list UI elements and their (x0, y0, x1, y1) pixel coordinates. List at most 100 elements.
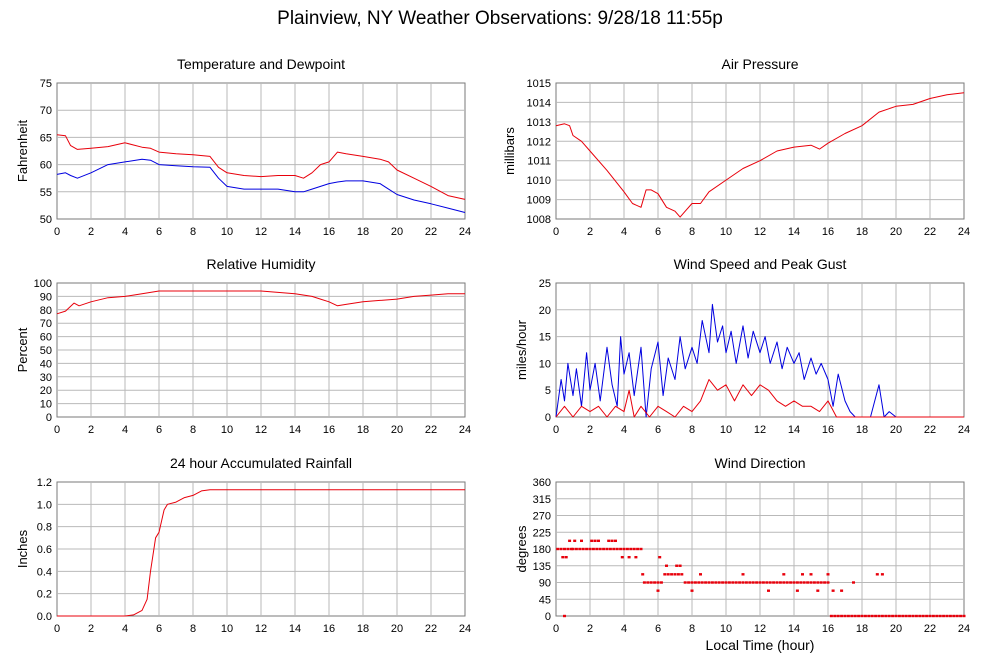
direction-ytick-label: 315 (533, 494, 551, 506)
direction-point (564, 555, 568, 559)
direction-point (816, 581, 820, 584)
direction-point (792, 581, 796, 584)
temp-xtick-label: 14 (289, 226, 301, 238)
humidity-ytick-label: 100 (34, 278, 52, 290)
direction-point (683, 581, 687, 584)
pressure-ytick-label: 1008 (527, 214, 551, 226)
wind-xtick-label: 16 (822, 424, 834, 436)
direction-point (659, 581, 663, 584)
humidity-xtick-label: 24 (459, 424, 471, 436)
direction-point (663, 573, 667, 576)
direction-point (751, 581, 755, 584)
pressure-xtick-label: 6 (655, 226, 661, 238)
temp-xtick-label: 12 (255, 226, 267, 238)
rain-xtick-label: 16 (323, 623, 335, 635)
direction-point (563, 614, 566, 618)
pressure-ytick-label: 1013 (527, 117, 551, 129)
direction-point (772, 581, 776, 584)
direction-xtick-label: 24 (958, 623, 970, 635)
direction-point (826, 573, 830, 576)
direction-point (721, 581, 725, 584)
temp-xtick-label: 16 (323, 226, 335, 238)
direction-point (911, 614, 915, 618)
pressure-ylabel: millibars (502, 127, 517, 175)
pressure-xtick-label: 4 (621, 226, 627, 238)
direction-point (556, 547, 560, 551)
direction-point (812, 581, 816, 584)
temp-ytick-label: 75 (40, 78, 52, 90)
direction-point (785, 581, 789, 584)
temp-xtick-label: 24 (459, 226, 471, 238)
direction-point (699, 573, 702, 576)
wind-ytick-label: 25 (539, 278, 551, 290)
humidity-ylabel: Percent (15, 327, 30, 372)
direction-point (675, 564, 679, 567)
direction-ylabel: degrees (514, 525, 529, 572)
pressure-xtick-label: 20 (890, 226, 902, 238)
direction-point (717, 581, 721, 584)
direction-point (850, 614, 854, 618)
direction-point (642, 581, 646, 584)
humidity-ytick-label: 20 (40, 385, 52, 397)
direction-point (806, 581, 810, 584)
direction-point (615, 547, 619, 551)
direction-xtick-label: 6 (655, 623, 661, 635)
direction-point (710, 581, 714, 584)
direction-point (724, 581, 728, 584)
direction-point (840, 589, 844, 592)
direction-point (831, 589, 835, 592)
wind-ytick-label: 20 (539, 305, 551, 317)
direction-xtick-label: 4 (621, 623, 627, 635)
direction-xtick-label: 22 (924, 623, 936, 635)
rain-title: 24 hour Accumulated Rainfall (170, 455, 352, 471)
direction-point (700, 581, 704, 584)
direction-point (962, 614, 966, 618)
direction-point (758, 581, 762, 584)
direction-point (697, 581, 701, 584)
wind-xtick-label: 2 (587, 424, 593, 436)
direction-point (656, 589, 660, 592)
direction-ytick-label: 270 (533, 511, 551, 523)
pressure-xtick-label: 8 (689, 226, 695, 238)
humidity-xtick-label: 16 (323, 424, 335, 436)
direction-point (894, 614, 898, 618)
direction-point (578, 547, 582, 551)
direction-ytick-label: 0 (545, 611, 551, 623)
rain-xtick-label: 24 (459, 623, 471, 635)
pressure-xtick-label: 16 (822, 226, 834, 238)
wind-xtick-label: 4 (621, 424, 627, 436)
direction-point (656, 581, 660, 584)
humidity-ytick-label: 10 (40, 399, 52, 411)
rain-ytick-label: 0.4 (37, 566, 52, 578)
direction-point (666, 573, 670, 576)
direction-point (767, 589, 770, 592)
direction-point (741, 581, 745, 584)
direction-point (809, 581, 813, 584)
direction-point (591, 547, 595, 551)
temp-series-red-line (56, 134, 466, 200)
direction-point (945, 614, 949, 618)
direction-point (636, 547, 640, 551)
rain-xtick-label: 18 (357, 623, 369, 635)
wind-ytick-label: 15 (539, 332, 551, 344)
direction-point (904, 614, 908, 618)
direction-point (619, 547, 623, 551)
direction-xtick-label: 8 (689, 623, 695, 635)
direction-xtick-label: 16 (822, 623, 834, 635)
wind-xtick-label: 18 (856, 424, 868, 436)
direction-point (598, 547, 602, 551)
humidity-ytick-label: 80 (40, 305, 52, 317)
temp-xtick-label: 0 (54, 226, 60, 238)
humidity-xtick-label: 0 (54, 424, 60, 436)
direction-xtick-label: 14 (788, 623, 800, 635)
humidity-xtick-label: 4 (122, 424, 128, 436)
direction-point (823, 581, 827, 584)
direction-point (734, 581, 738, 584)
direction-point (925, 614, 929, 618)
rain-ylabel: Inches (15, 529, 30, 568)
direction-point (678, 564, 682, 567)
